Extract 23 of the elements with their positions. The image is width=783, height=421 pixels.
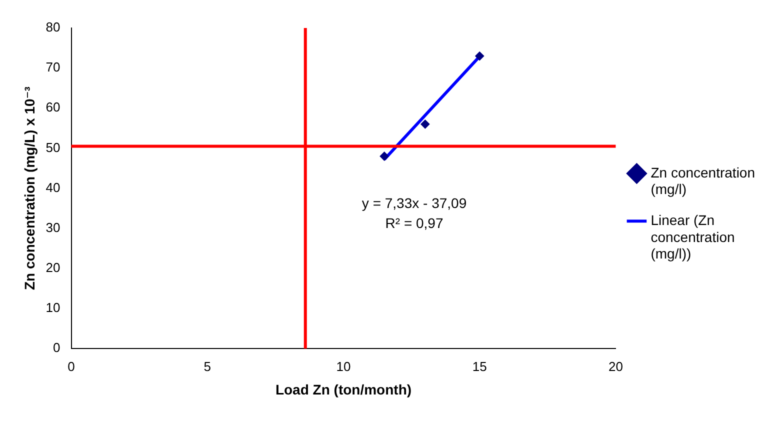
y-tick-label: 0 [53,340,60,356]
point [380,152,389,161]
point [475,52,484,61]
y-tick-label: 50 [46,140,60,155]
x-axis-title: Load Zn (ton/month) [275,381,412,398]
y-tick-label: 80 [46,20,60,35]
x-tick-label: 0 [68,358,75,374]
legend-label: Linear (Zn concentration (mg/l)) [650,212,735,262]
y-tick-label: 30 [46,220,60,235]
y-axis-title: Zn concentration (mg/L) x 10⁻³ [21,86,38,290]
point [420,120,430,129]
y-tick-label: 60 [46,100,60,115]
x-tick-label: 20 [608,358,623,374]
annotation: R² = 0,97 [385,215,444,232]
y-tick-label: 10 [46,300,60,316]
y-tick-label: 70 [46,60,60,75]
y-tick-label: 20 [46,260,60,276]
x-tick-label: 15 [472,358,487,374]
legend-label: Zn concentration (mg/l) [650,164,756,198]
x-tick-label: 5 [204,358,211,374]
annotation: y = 7,33x - 37,09 [362,195,467,212]
x-tick-label: 10 [336,358,351,374]
y-tick-label: 40 [46,180,60,195]
